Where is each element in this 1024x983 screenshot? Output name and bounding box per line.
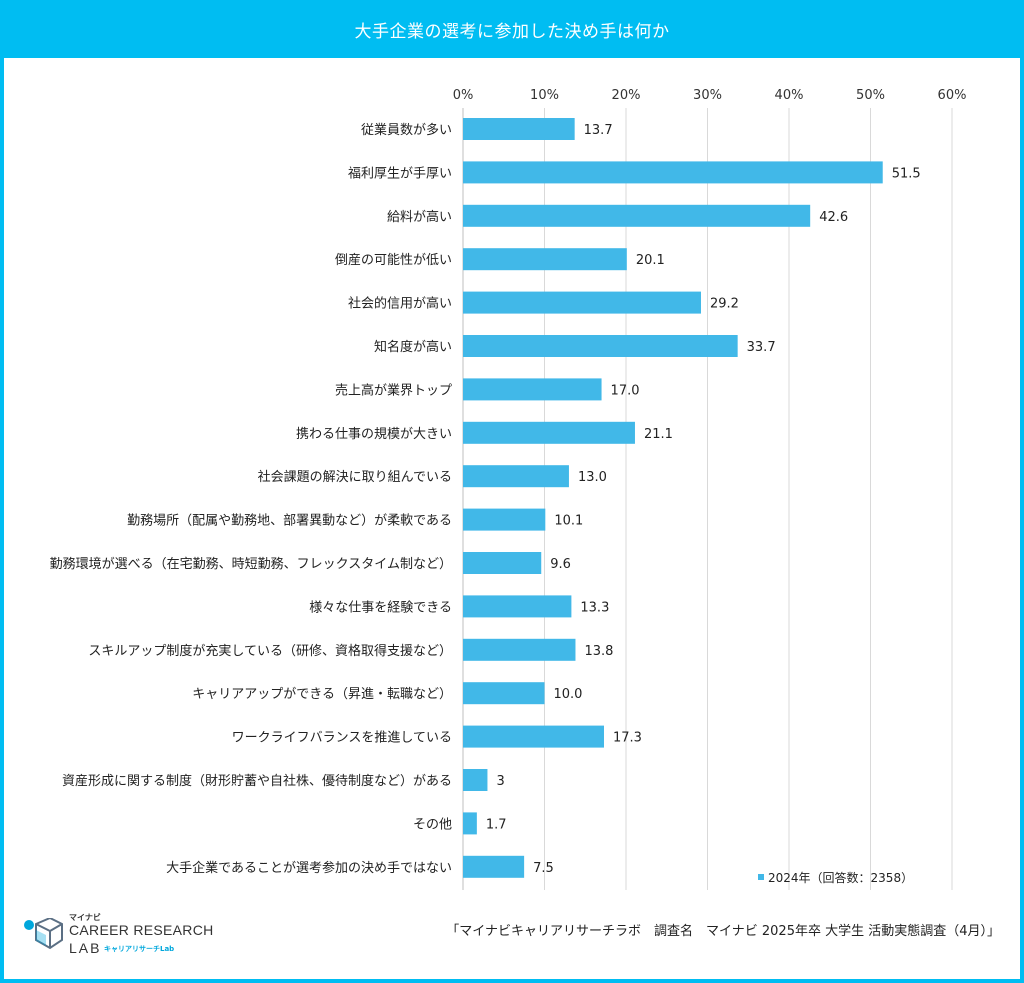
data-label: 10.0 xyxy=(554,687,583,702)
category-label: キャリアアップができる（昇進・転職など） xyxy=(192,687,452,702)
category-label: 勤務場所（配属や勤務地、部署異動など）が柔軟である xyxy=(127,513,452,529)
category-label: 大手企業であることが選考参加の決め手ではない xyxy=(166,860,452,876)
bar xyxy=(463,855,525,878)
data-label: 13.8 xyxy=(584,644,613,659)
bar xyxy=(463,378,602,401)
category-label: 給料が高い xyxy=(387,209,452,225)
data-label: 17.0 xyxy=(611,383,640,398)
data-label: 13.0 xyxy=(578,470,607,485)
legend-swatch xyxy=(758,874,764,880)
bar xyxy=(463,638,576,661)
category-label: 知名度が高い xyxy=(374,339,452,355)
data-label: 51.5 xyxy=(892,166,921,181)
bar xyxy=(463,812,477,835)
data-label: 9.6 xyxy=(550,557,571,572)
legend-label: 2024年（回答数：2358） xyxy=(768,870,913,885)
category-label: 様々な仕事を経験できる xyxy=(309,600,452,615)
source-note: 「マイナビキャリアリサーチラボ 調査名 マイナビ 2025年卒 大学生 活動実態… xyxy=(446,924,1000,939)
category-label: ワークライフバランスを推進している xyxy=(232,731,452,746)
category-label: 勤務環境が選べる（在宅勤務、時短勤務、フレックスタイム制など） xyxy=(50,557,452,572)
bar xyxy=(463,769,488,791)
category-label: 売上高が業界トップ xyxy=(335,382,452,398)
data-label: 3 xyxy=(496,774,504,789)
x-tick-label: 10% xyxy=(530,88,559,103)
data-label: 33.7 xyxy=(747,340,776,355)
bar xyxy=(463,595,572,618)
category-label: 携わる仕事の規模が大きい xyxy=(296,426,452,442)
data-label: 42.6 xyxy=(819,210,848,225)
data-label: 20.1 xyxy=(636,253,665,268)
category-label: 社会課題の解決に取り組んでいる xyxy=(258,469,452,485)
career-research-lab-logo: マイナビ CAREER RESEARCH LAB キャリアリサーチLab xyxy=(22,912,222,962)
category-label: 福利厚生が手厚い xyxy=(348,166,452,181)
bar xyxy=(463,204,811,227)
logo-top-text: マイナビ xyxy=(69,913,101,922)
bar xyxy=(463,291,701,314)
logo-line1: CAREER RESEARCH xyxy=(69,922,214,938)
logo-line2: LAB xyxy=(69,940,102,956)
x-tick-label: 0% xyxy=(453,88,474,103)
chart-title: 大手企業の選考に参加した決め手は何か xyxy=(354,21,670,42)
category-label: スキルアップ制度が充実している（研修、資格取得支援など） xyxy=(88,643,452,659)
chart-title-bar: 大手企業の選考に参加した決め手は何か xyxy=(0,0,1024,58)
data-label: 29.2 xyxy=(710,297,739,312)
x-tick-label: 60% xyxy=(938,88,967,103)
bar xyxy=(463,725,604,748)
category-label: 倒産の可能性が低い xyxy=(335,252,452,268)
data-label: 1.7 xyxy=(486,817,507,832)
data-label: 21.1 xyxy=(644,427,673,442)
bar xyxy=(463,552,542,574)
bar xyxy=(463,248,627,271)
data-label: 10.1 xyxy=(554,514,583,529)
data-label: 13.3 xyxy=(580,600,609,615)
category-label: 社会的信用が高い xyxy=(348,296,452,312)
bar xyxy=(463,682,545,705)
bar-chart: 0% 10% 20% 30% 40% 50% 60% 従業員数が多い 13.7 福利厚生が手厚い 5… xyxy=(50,88,967,890)
bar xyxy=(463,335,738,357)
data-label: 13.7 xyxy=(584,123,613,138)
category-label: 従業員数が多い xyxy=(361,122,452,138)
category-label: その他 xyxy=(413,817,452,832)
data-label: 17.3 xyxy=(613,731,642,746)
logo-cube-icon xyxy=(24,918,63,950)
x-tick-label: 40% xyxy=(775,88,804,103)
data-label: 7.5 xyxy=(533,861,554,876)
bar xyxy=(463,508,546,531)
category-label: 資産形成に関する制度（財形貯蓄や自社株、優待制度など）がある xyxy=(62,773,452,789)
x-tick-label: 20% xyxy=(612,88,641,103)
logo-sub: キャリアリサーチLab xyxy=(104,945,175,953)
bar xyxy=(463,465,569,488)
bar xyxy=(463,161,883,184)
bar xyxy=(463,421,635,444)
bar xyxy=(463,118,575,140)
x-tick-label: 30% xyxy=(693,88,722,103)
x-tick-label: 50% xyxy=(856,88,885,103)
